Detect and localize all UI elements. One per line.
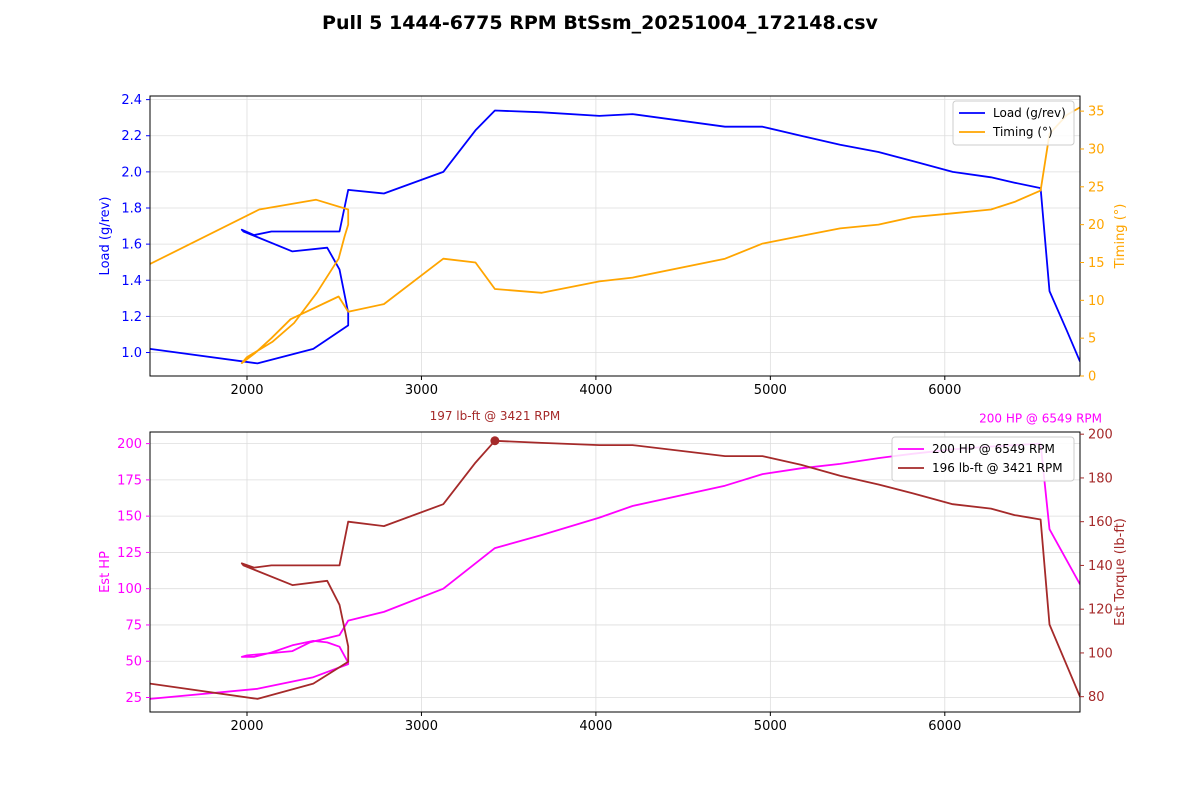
- bottom-series-line-0: [150, 442, 1080, 700]
- bottom-y-tick-label: 25: [125, 691, 142, 706]
- bottom-annotation-label-0: 197 lb-ft @ 3421 RPM: [430, 409, 561, 423]
- bottom-x-tick-label: 2000: [230, 719, 263, 734]
- top-x-tick-label: 3000: [405, 383, 438, 398]
- bottom-annotation-marker: [490, 436, 500, 446]
- bottom-x-tick-label: 5000: [754, 719, 787, 734]
- top-y-tick-label: 1.2: [121, 310, 142, 325]
- bottom-axes-frame: [149, 431, 1081, 713]
- top-y-tick-label: 1.4: [121, 274, 142, 289]
- top-axes-frame: [149, 95, 1081, 377]
- top-y2-tick-label: 10: [1088, 294, 1105, 309]
- bottom-y2-tick-label: 200: [1088, 428, 1113, 443]
- bottom-y-tick-label: 175: [117, 473, 142, 488]
- bottom-x-tick-label: 4000: [579, 719, 612, 734]
- top-series-line-0: [150, 109, 1080, 365]
- bottom-y-axis-label: Est HP: [98, 551, 113, 593]
- bottom-y2-axis-label: Est Torque (lb-ft): [1113, 518, 1128, 626]
- bottom-annotation-label-1: 200 HP @ 6549 RPM: [979, 412, 1102, 426]
- bottom-x-tick-label: 6000: [928, 719, 961, 734]
- bottom-y-tick-label: 75: [125, 618, 142, 633]
- bottom-y2-tick-label: 160: [1088, 515, 1113, 530]
- top-y2-tick-label: 35: [1088, 105, 1105, 120]
- top-x-tick-label: 4000: [579, 383, 612, 398]
- top-y2-tick-label: 20: [1088, 218, 1105, 233]
- top-y-axis-label: Load (g/rev): [98, 197, 113, 276]
- top-y2-tick-label: 5: [1088, 332, 1096, 347]
- bottom-y2-tick-label: 140: [1088, 559, 1113, 574]
- top-legend-box: [952, 100, 1075, 146]
- bottom-x-tick-label: 3000: [405, 719, 438, 734]
- bottom-legend-box: [891, 436, 1075, 482]
- bottom-legend-label-1: 196 lb-ft @ 3421 RPM: [932, 461, 1063, 475]
- top-y2-tick-label: 30: [1088, 142, 1105, 157]
- top-y-tick-label: 2.2: [121, 129, 142, 144]
- figure-title: Pull 5 1444-6775 RPM BtSsm_20251004_1721…: [322, 12, 878, 34]
- bottom-legend-label-0: 200 HP @ 6549 RPM: [932, 442, 1055, 456]
- top-series-line-1: [150, 106, 1080, 365]
- bottom-y-tick-label: 50: [125, 655, 142, 670]
- top-y2-axis-label: Timing (°): [1113, 204, 1128, 270]
- bottom-y-tick-label: 125: [117, 546, 142, 561]
- bottom-y2-tick-label: 120: [1088, 603, 1113, 618]
- bottom-series-line-1: [150, 439, 1080, 700]
- top-y-tick-label: 2.4: [121, 93, 142, 108]
- bottom-y2-tick-label: 180: [1088, 471, 1113, 486]
- top-y-tick-label: 1.8: [121, 202, 142, 217]
- top-y2-tick-label: 25: [1088, 180, 1105, 195]
- top-legend-label-0: Load (g/rev): [993, 106, 1066, 120]
- top-x-tick-label: 6000: [928, 383, 961, 398]
- top-x-tick-label: 5000: [754, 383, 787, 398]
- top-y-tick-label: 1.6: [121, 238, 142, 253]
- top-x-tick-label: 2000: [230, 383, 263, 398]
- top-legend-label-1: Timing (°): [992, 125, 1053, 139]
- top-y-tick-label: 1.0: [121, 346, 142, 361]
- top-y2-tick-label: 0: [1088, 370, 1096, 385]
- top-y-tick-label: 2.0: [121, 165, 142, 180]
- bottom-y-tick-label: 150: [117, 510, 142, 525]
- bottom-y2-tick-label: 80: [1088, 690, 1105, 705]
- bottom-y-tick-label: 200: [117, 437, 142, 452]
- bottom-y2-tick-label: 100: [1088, 646, 1113, 661]
- top-y2-tick-label: 15: [1088, 256, 1105, 271]
- bottom-y-tick-label: 100: [117, 582, 142, 597]
